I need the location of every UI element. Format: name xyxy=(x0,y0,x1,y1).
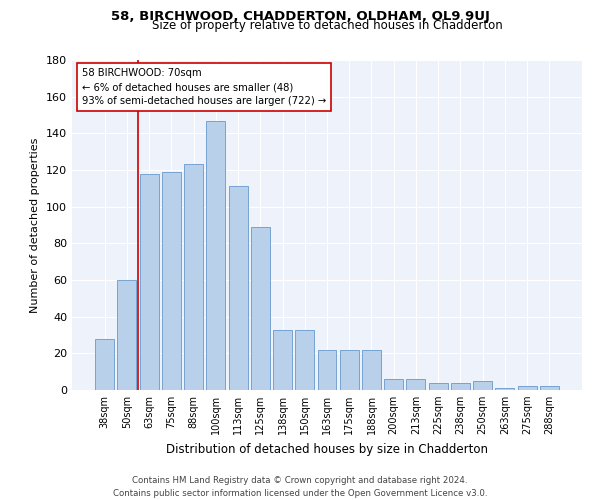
Bar xyxy=(518,386,536,390)
Bar xyxy=(429,382,448,390)
Bar xyxy=(184,164,203,390)
Text: 58, BIRCHWOOD, CHADDERTON, OLDHAM, OL9 9UJ: 58, BIRCHWOOD, CHADDERTON, OLDHAM, OL9 9… xyxy=(110,10,490,23)
Text: Contains HM Land Registry data © Crown copyright and database right 2024.
Contai: Contains HM Land Registry data © Crown c… xyxy=(113,476,487,498)
Bar xyxy=(362,350,381,390)
Y-axis label: Number of detached properties: Number of detached properties xyxy=(31,138,40,312)
Bar xyxy=(496,388,514,390)
X-axis label: Distribution of detached houses by size in Chadderton: Distribution of detached houses by size … xyxy=(166,442,488,456)
Bar xyxy=(95,338,114,390)
Bar xyxy=(473,381,492,390)
Bar xyxy=(229,186,248,390)
Bar xyxy=(295,330,314,390)
Bar xyxy=(118,280,136,390)
Bar xyxy=(251,227,270,390)
Bar xyxy=(384,379,403,390)
Bar xyxy=(273,330,292,390)
Bar xyxy=(540,386,559,390)
Bar xyxy=(206,120,225,390)
Title: Size of property relative to detached houses in Chadderton: Size of property relative to detached ho… xyxy=(152,20,502,32)
Bar xyxy=(162,172,181,390)
Bar xyxy=(340,350,359,390)
Bar xyxy=(140,174,158,390)
Bar xyxy=(406,379,425,390)
Text: 58 BIRCHWOOD: 70sqm
← 6% of detached houses are smaller (48)
93% of semi-detache: 58 BIRCHWOOD: 70sqm ← 6% of detached hou… xyxy=(82,68,326,106)
Bar xyxy=(317,350,337,390)
Bar xyxy=(451,382,470,390)
